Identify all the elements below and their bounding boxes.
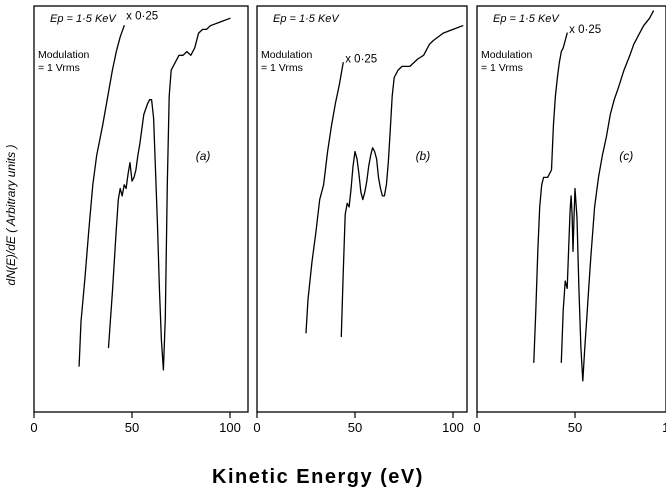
x-tick-label: 50 [348,420,362,435]
modulation-label: Modulation [38,49,90,61]
scale-factor-label: x 0·25 [126,11,158,23]
spectrum-curve-2 [107,17,231,371]
spectrum-curve-2 [560,10,655,382]
primary-energy-label: Ep = 1·5 KeV [493,13,560,25]
scale-factor-label: x 0·25 [569,24,601,36]
panel-1: 0 50 100 Ep = 1·5 KeV Modulation= 1 Vrms x 0·… [30,5,249,435]
x-tick-label: 50 [568,420,582,435]
spectrum-curve-1 [305,62,344,334]
x-tick-label: 0 [253,420,260,435]
scale-factor-label: x 0·25 [345,54,377,66]
x-tick-label: 100 [219,420,241,435]
primary-energy-label: Ep = 1·5 KeV [50,13,117,25]
spectrum-curve-2 [340,25,464,338]
modulation-value: = 1 Vrms [261,62,303,74]
panel-frame [256,5,468,413]
panel-label: (c) [619,149,633,163]
primary-energy-label: Ep = 1·5 KeV [273,13,340,25]
panel-frame [33,5,249,413]
modulation-value: = 1 Vrms [481,62,523,74]
spectrum-curve-1 [78,25,125,367]
panel-label: (a) [196,149,211,163]
panel-frame [476,5,666,413]
panel-2: 0 50 100 Ep = 1·5 KeV Modulation= 1 Vrms x 0·… [253,5,468,435]
modulation-value: = 1 Vrms [38,62,80,74]
x-tick-label: 100 [662,420,666,435]
y-axis-label: dN(E)/dE ( Arbitrary units ) [4,145,18,286]
spectrum-curve-1 [533,32,568,364]
panel-3: 0 50 100 Ep = 1·5 KeV Modulation= 1 Vrms x 0·… [473,5,666,435]
panel-label: (b) [416,149,431,163]
x-tick-label: 0 [30,420,37,435]
x-axis-label: Kinetic Energy (eV) [212,466,424,488]
modulation-label: Modulation [481,49,533,61]
x-tick-label: 0 [473,420,480,435]
x-tick-label: 100 [442,420,464,435]
modulation-label: Modulation [261,49,313,61]
x-tick-label: 50 [125,420,139,435]
